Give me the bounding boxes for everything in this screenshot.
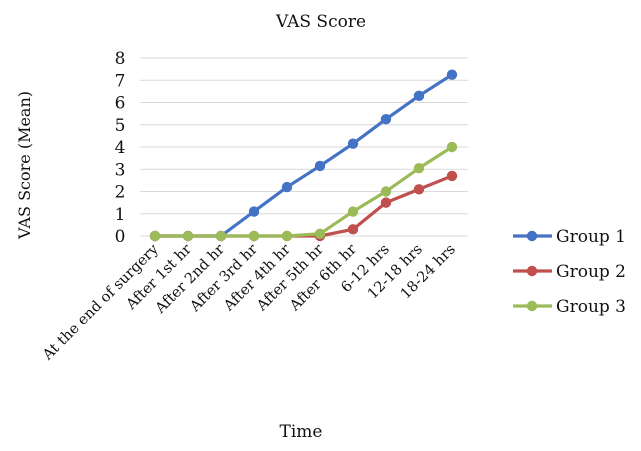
y-axis-title: VAS Score (Mean) — [15, 91, 34, 240]
data-point-group-1-8 — [380, 113, 392, 125]
legend-item-group-3: Group 3 — [513, 297, 626, 317]
data-point-group-1-10 — [446, 69, 458, 80]
data-series — [149, 69, 458, 242]
data-point-group-3-1 — [149, 230, 161, 242]
series-group-2 — [149, 170, 458, 242]
data-point-group-2-9 — [413, 184, 425, 195]
data-point-group-2-8 — [380, 197, 392, 208]
y-tick-label-4: 4 — [115, 138, 126, 158]
legend-marker-group-3 — [526, 300, 538, 312]
legend-label-group-1: Group 1 — [556, 227, 626, 247]
series-group-1 — [149, 69, 458, 242]
data-point-group-2-7 — [347, 224, 359, 235]
series-group-3 — [149, 141, 458, 242]
y-tick-label-5: 5 — [115, 116, 126, 136]
y-tick-label-3: 3 — [115, 160, 126, 180]
data-point-group-2-10 — [446, 170, 458, 182]
y-tick-label-0: 0 — [115, 227, 126, 247]
data-point-group-1-5 — [281, 181, 293, 193]
legend: Group 1 Group 2 Group 3 — [513, 227, 626, 317]
data-point-group-1-7 — [347, 138, 359, 149]
series-line-group-2 — [153, 174, 454, 238]
y-tick-label-8: 8 — [115, 49, 126, 69]
legend-label-group-3: Group 3 — [556, 297, 626, 317]
series-line-group-1 — [153, 73, 454, 238]
legend-label-group-2: Group 2 — [556, 262, 626, 282]
data-point-group-3-5 — [281, 230, 293, 242]
data-point-group-3-7 — [347, 206, 359, 217]
gridlines — [140, 57, 468, 237]
data-point-group-3-10 — [446, 141, 458, 153]
series-line-group-3 — [153, 145, 454, 238]
data-point-group-3-2 — [182, 230, 194, 242]
data-point-group-3-6 — [314, 228, 326, 239]
data-point-group-1-9 — [413, 90, 425, 102]
legend-item-group-1: Group 1 — [513, 227, 626, 247]
data-point-group-1-4 — [248, 206, 260, 217]
legend-marker-group-1 — [526, 230, 538, 242]
y-tick-label-2: 2 — [115, 183, 126, 203]
data-point-group-3-4 — [248, 230, 260, 242]
data-point-group-3-8 — [380, 186, 392, 197]
y-tick-label-7: 7 — [115, 71, 126, 91]
data-point-group-3-9 — [413, 162, 425, 174]
legend-marker-group-2 — [526, 265, 538, 277]
y-tick-label-6: 6 — [115, 94, 126, 114]
legend-item-group-2: Group 2 — [513, 262, 626, 282]
data-point-group-1-6 — [314, 160, 326, 172]
chart-title: VAS Score — [275, 12, 366, 32]
data-point-group-3-3 — [215, 230, 227, 242]
x-axis-title: Time — [280, 422, 323, 442]
y-tick-label-1: 1 — [115, 205, 126, 225]
